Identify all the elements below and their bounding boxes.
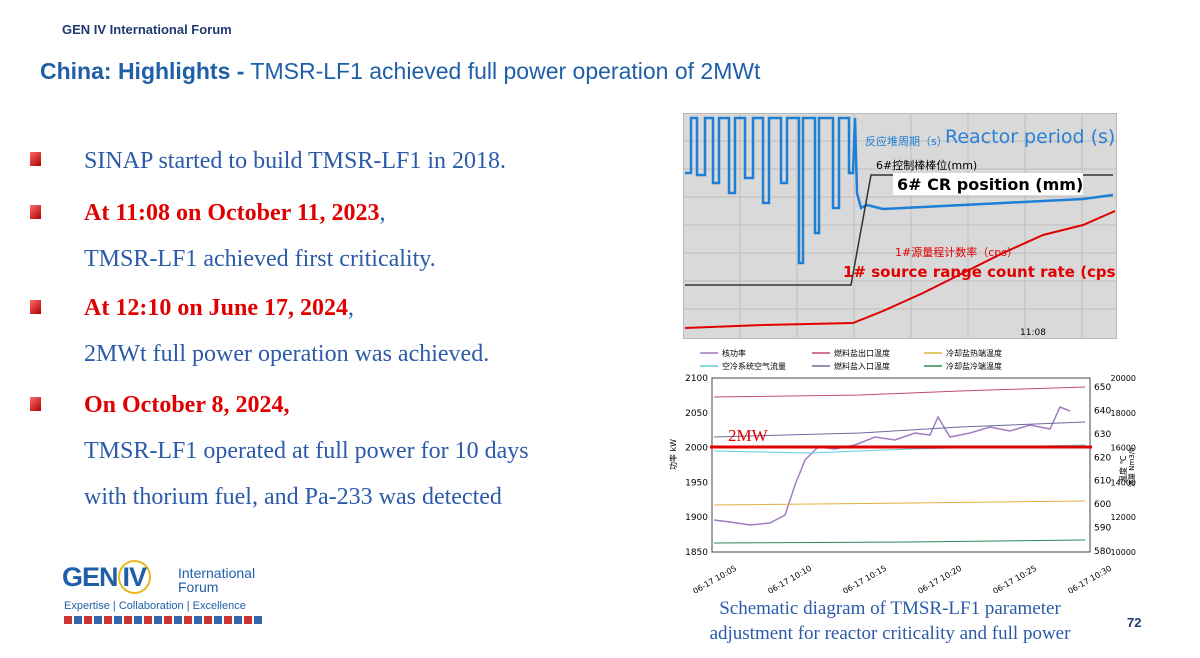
right-tick-label: 640	[1094, 406, 1111, 416]
time-label: 11:08	[1020, 328, 1046, 338]
target-label: 2MW	[728, 426, 769, 445]
bullet-text: TMSR-LF1 achieved first criticality.	[84, 246, 436, 272]
logo-tagline: Expertise | Collaboration | Excellence	[64, 600, 246, 612]
x-tick-label: 06-17 10:15	[841, 564, 888, 593]
outlet-temp	[713, 386, 1086, 398]
legend-label: 冷却盐冷端温度	[946, 361, 1002, 371]
right-tick-label: 650	[1094, 383, 1111, 393]
flow-tick-label: 18000	[1111, 409, 1136, 418]
left-tick-label: 1850	[685, 548, 708, 558]
figure-power: 2MW 功率 kW 温度 ℃ 流量 Nm3/h 2100 2050 2000 1950…	[668, 348, 1136, 593]
bullet-highlight: At 11:08 on October 11, 2023	[84, 200, 380, 226]
bullet: At 12:10 on June 17, 2024, 2MWt full powe…	[84, 285, 489, 377]
bullet-text: TMSR-LF1 operated at full power for 10 d…	[84, 438, 529, 464]
right-tick-label: 590	[1094, 524, 1111, 534]
x-tick-label: 06-17 10:30	[1066, 564, 1113, 593]
src-label-en: 1# source range count rate (cps)	[843, 263, 1117, 281]
x-tick-label: 06-17 10:10	[766, 564, 813, 593]
caption-line: adjustment for reactor criticality and f…	[709, 623, 1071, 644]
period-curve	[685, 116, 1114, 265]
bullet-highlight: On October 8, 2024,	[84, 392, 290, 418]
right-axis-label: 温度 ℃	[1118, 455, 1128, 483]
x-tick-label: 06-17 10:25	[991, 564, 1038, 593]
caption-line: Schematic diagram of TMSR-LF1 parameter	[719, 598, 1061, 619]
page-number: 72	[1127, 615, 1142, 630]
bullet-icon	[30, 205, 41, 219]
plot-bg	[683, 113, 1117, 339]
legend-label: 燃料盐入口温度	[834, 361, 890, 371]
x-tick-label: 06-17 10:20	[916, 564, 963, 593]
right-tick-label: 620	[1094, 453, 1111, 463]
legend-label: 空冷系统空气流量	[722, 361, 786, 371]
left-tick-label: 1900	[685, 513, 708, 523]
cr-label-en: 6# CR position (mm)	[897, 175, 1083, 194]
inlet-temp	[713, 421, 1086, 438]
bullet-text: SINAP started to build TMSR-LF1 in 2018.	[84, 148, 507, 174]
logo-text: IV	[117, 560, 152, 594]
flow-axis-label: 流量 Nm3/h	[1127, 447, 1136, 487]
bullet-text: with thorium fuel, and Pa-233 was detect…	[84, 484, 502, 510]
bullet-icon	[30, 152, 41, 166]
bullet-highlight: At 12:10 on June 17, 2024	[84, 295, 349, 321]
grid	[683, 113, 1117, 339]
flow-tick-label: 10000	[1111, 548, 1136, 557]
cold-coolant-temp	[713, 539, 1086, 544]
left-axis-label: 功率 kW	[668, 439, 678, 470]
count-rate-curve	[684, 210, 1116, 329]
bullet: On October 8, 2024, TMSR-LF1 operated at …	[84, 382, 529, 520]
bullet-text: 2MWt full power operation was achieved.	[84, 341, 490, 367]
left-tick-label: 2100	[685, 374, 708, 384]
period-label-cn: 反应堆周期（s）	[865, 134, 948, 148]
title-bold: China: Highlights -	[40, 58, 245, 84]
logo-text: GEN	[62, 562, 119, 592]
cr-label-cn: 6#控制棒棒位(mm)	[876, 158, 977, 172]
bullet-suffix: ,	[379, 200, 386, 226]
logo-gen: GEN IV	[62, 560, 152, 594]
right-tick-label: 600	[1094, 500, 1111, 510]
logo-text: International	[178, 565, 256, 581]
src-label-cn: 1#源量程计数率（cps）	[895, 245, 1018, 259]
slide-title: China: Highlights - TMSR-LF1 achieved fu…	[40, 58, 760, 85]
flow-tick-label: 20000	[1111, 374, 1136, 383]
flags	[64, 616, 264, 624]
left-tick-label: 2050	[685, 409, 708, 419]
flow-tick-label: 14000	[1111, 478, 1136, 487]
bullet-icon	[30, 397, 41, 411]
legend-label: 核功率	[722, 348, 746, 358]
logo-name: International Forum	[178, 566, 255, 594]
power-curve	[713, 406, 1071, 526]
period-label-en: Reactor period (s)	[945, 126, 1115, 148]
left-tick-label: 2000	[685, 444, 708, 454]
bullet: At 11:08 on October 11, 2023, TMSR-LF1 ac…	[84, 190, 436, 282]
hot-coolant-temp	[713, 500, 1086, 506]
label-bg	[893, 173, 1083, 195]
flow-tick-label: 12000	[1111, 513, 1136, 522]
bullet-suffix: ,	[348, 295, 355, 321]
logo-text: Forum	[178, 579, 219, 595]
plot-frame	[711, 377, 1091, 553]
left-tick-label: 1950	[685, 478, 708, 488]
bullet-icon	[30, 300, 41, 314]
figure-criticality: 反应堆周期（s） Reactor period (s) 6#控制棒棒位(mm) …	[683, 113, 1117, 339]
bullet: SINAP started to build TMSR-LF1 in 2018.	[84, 138, 506, 184]
right-tick-label: 580	[1094, 547, 1111, 557]
x-tick-label: 06-17 10:05	[691, 564, 738, 593]
right-tick-label: 610	[1094, 477, 1111, 487]
legend-label: 冷却盐热端温度	[946, 348, 1002, 358]
right-tick-label: 630	[1094, 430, 1111, 440]
flow-tick-label: 16000	[1111, 444, 1136, 453]
legend-label: 燃料盐出口温度	[834, 348, 890, 358]
caption: Schematic diagram of TMSR-LF1 parameter a…	[660, 596, 1120, 646]
org-name: GEN IV International Forum	[62, 22, 232, 37]
title-rest: TMSR-LF1 achieved full power operation o…	[250, 58, 761, 84]
